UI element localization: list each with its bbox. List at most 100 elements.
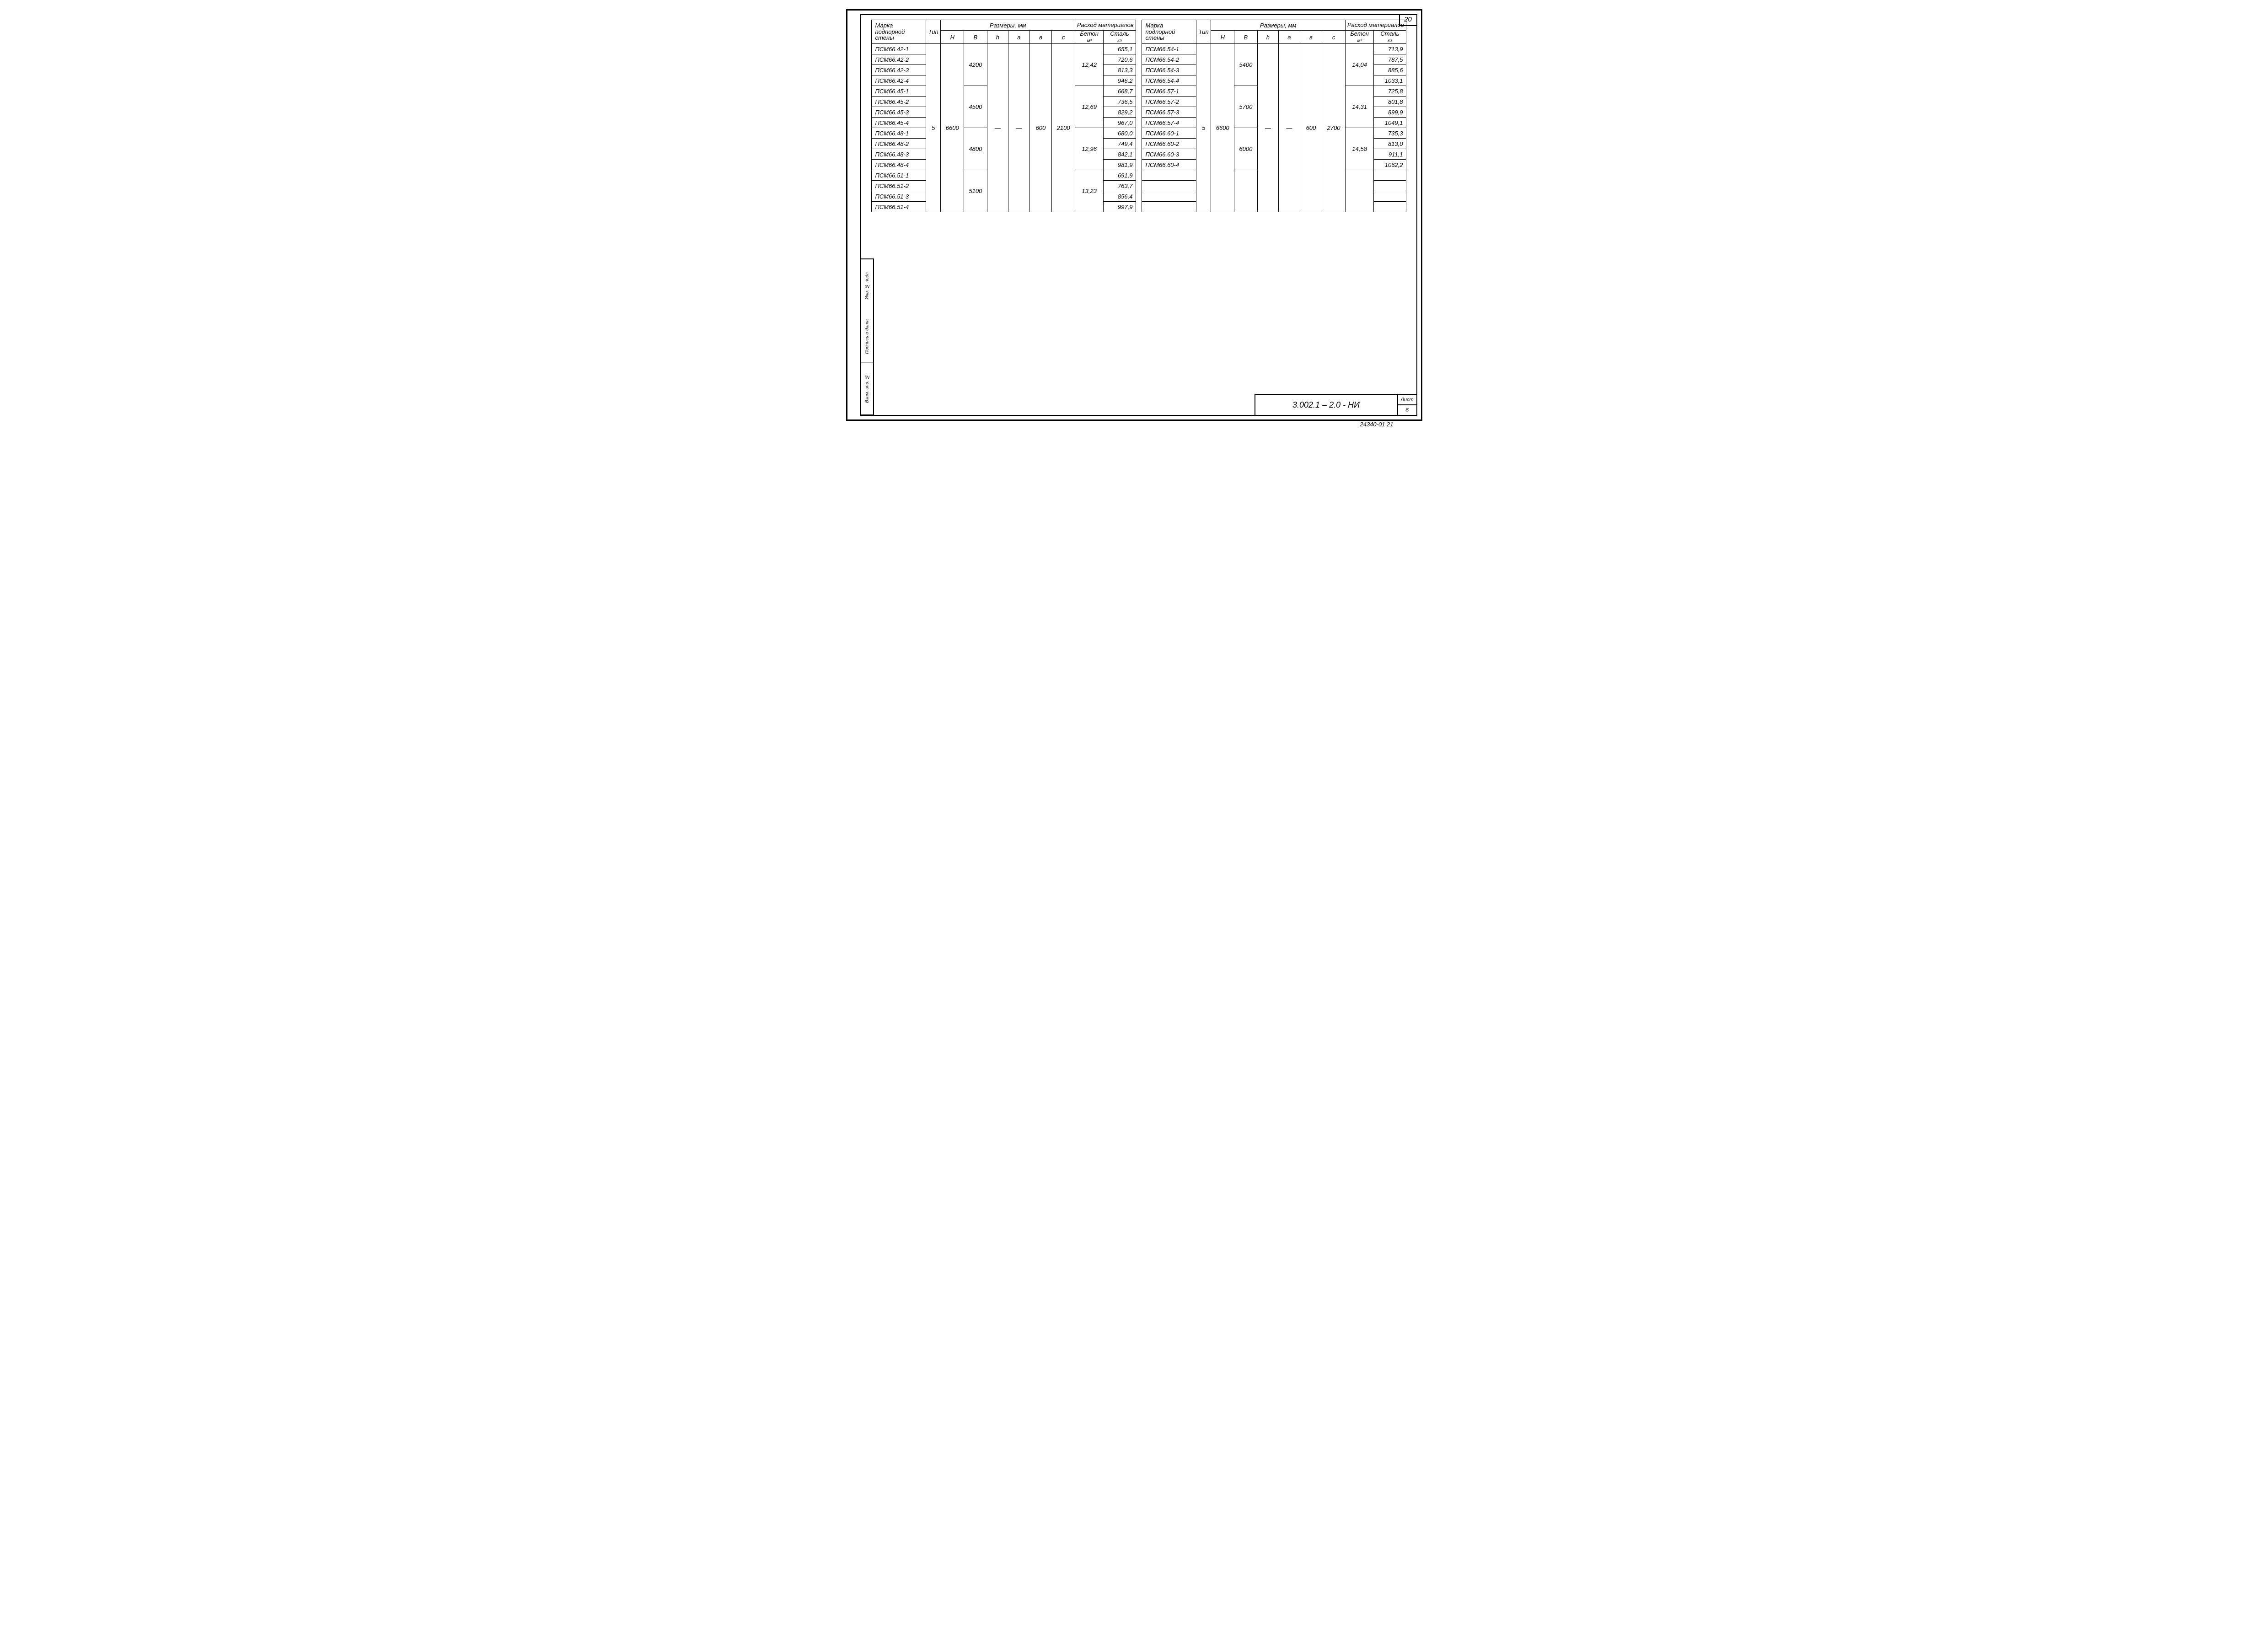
sheet-number: 6	[1398, 405, 1416, 415]
hdr-stal: Сталькг	[1104, 31, 1136, 44]
spec-table-left: МаркаподпорнойстеныТипРазмеры, ммРасход …	[871, 20, 1136, 212]
cell-stal: 885,6	[1374, 65, 1406, 75]
cell-stal: 813,3	[1104, 65, 1136, 75]
hdr-B: B	[964, 31, 987, 44]
cell-marka	[1142, 170, 1196, 181]
cell-beton: 12,69	[1075, 86, 1104, 128]
hdr-marka: Маркаподпорнойстены	[1142, 20, 1196, 44]
cell-B: 4800	[964, 128, 987, 170]
spec-table-right: МаркаподпорнойстеныТипРазмеры, ммРасход …	[1142, 20, 1406, 212]
hdr-c: c	[1052, 31, 1075, 44]
cell-beton: 14,58	[1345, 128, 1374, 170]
cell-tip: 5	[1196, 44, 1211, 212]
cell-stal: 655,1	[1104, 44, 1136, 54]
cell-marka	[1142, 191, 1196, 202]
cell-marka: ПСМ66.51-2	[871, 181, 926, 191]
cell-marka: ПСМ66.48-2	[871, 139, 926, 149]
cell-marka: ПСМ66.57-1	[1142, 86, 1196, 97]
cell-stal: 813,0	[1374, 139, 1406, 149]
cell-stal: 967,0	[1104, 118, 1136, 128]
cell-marka: ПСМ66.42-1	[871, 44, 926, 54]
cell-marka: ПСМ66.48-4	[871, 160, 926, 170]
cell-stal: 1062,2	[1374, 160, 1406, 170]
hdr-h: h	[1257, 31, 1278, 44]
cell-H: 6600	[941, 44, 964, 212]
cell-stal: 691,9	[1104, 170, 1136, 181]
hdr-marka: Маркаподпорнойстены	[871, 20, 926, 44]
tables-container: МаркаподпорнойстеныТипРазмеры, ммРасход …	[871, 20, 1406, 212]
table-row: ПСМ66.42-1566004200——600210012,42655,1	[871, 44, 1136, 54]
cell-stal: 856,4	[1104, 191, 1136, 202]
document-number: 3.002.1 – 2.0 - НИ	[1255, 395, 1398, 415]
cell-marka: ПСМ66.45-1	[871, 86, 926, 97]
cell-H: 6600	[1211, 44, 1234, 212]
cell-b: 600	[1029, 44, 1052, 212]
cell-stal: 829,2	[1104, 107, 1136, 118]
cell-B: 4200	[964, 44, 987, 86]
cell-marka: ПСМ66.45-2	[871, 97, 926, 107]
cell-marka: ПСМ66.51-4	[871, 202, 926, 212]
hdr-a: a	[1008, 31, 1029, 44]
hdr-tip: Тип	[1196, 20, 1211, 44]
cell-marka: ПСМ66.42-2	[871, 54, 926, 65]
cell-B: 5100	[964, 170, 987, 212]
cell-marka: ПСМ66.60-1	[1142, 128, 1196, 139]
cell-marka: ПСМ66.48-1	[871, 128, 926, 139]
archive-id: 24340-01 21	[1360, 421, 1393, 428]
stamp-cell: Взам. инв. №	[861, 363, 873, 415]
cell-beton: 13,23	[1075, 170, 1104, 212]
hdr-b: в	[1300, 31, 1322, 44]
cell-stal: 763,7	[1104, 181, 1136, 191]
cell-stal: 981,9	[1104, 160, 1136, 170]
cell-stal: 668,7	[1104, 86, 1136, 97]
cell-beton: 12,96	[1075, 128, 1104, 170]
cell-marka: ПСМ66.54-3	[1142, 65, 1196, 75]
cell-beton: 12,42	[1075, 44, 1104, 86]
hdr-razmery: Размеры, мм	[1211, 20, 1345, 31]
hdr-b: в	[1029, 31, 1052, 44]
inner-frame: 20 МаркаподпорнойстеныТипРазмеры, ммРасх…	[860, 14, 1417, 416]
cell-a: —	[1008, 44, 1029, 212]
cell-B: 5400	[1234, 44, 1258, 86]
cell-stal: 735,3	[1374, 128, 1406, 139]
cell-stal: 1049,1	[1374, 118, 1406, 128]
cell-marka: ПСМ66.45-4	[871, 118, 926, 128]
hdr-stal: Сталькг	[1374, 31, 1406, 44]
cell-stal: 725,8	[1374, 86, 1406, 97]
cell-marka	[1142, 202, 1196, 212]
cell-marka: ПСМ66.51-1	[871, 170, 926, 181]
cell-c: 2100	[1052, 44, 1075, 212]
cell-stal: 720,6	[1104, 54, 1136, 65]
hdr-h: h	[987, 31, 1008, 44]
cell-B	[1234, 170, 1258, 212]
cell-marka: ПСМ66.60-3	[1142, 149, 1196, 160]
cell-marka: ПСМ66.60-2	[1142, 139, 1196, 149]
sheet-column: Лист 6	[1398, 395, 1416, 415]
hdr-beton: Бетонм³	[1075, 31, 1104, 44]
cell-beton: 14,31	[1345, 86, 1374, 128]
cell-stal	[1374, 202, 1406, 212]
cell-marka: ПСМ66.57-2	[1142, 97, 1196, 107]
cell-marka: ПСМ66.42-3	[871, 65, 926, 75]
drawing-sheet: 20 МаркаподпорнойстеныТипРазмеры, ммРасх…	[846, 9, 1422, 421]
cell-marka: ПСМ66.60-4	[1142, 160, 1196, 170]
cell-stal: 736,5	[1104, 97, 1136, 107]
cell-stal: 899,9	[1374, 107, 1406, 118]
cell-stal: 946,2	[1104, 75, 1136, 86]
cell-stal: 680,0	[1104, 128, 1136, 139]
hdr-H: H	[1211, 31, 1234, 44]
stamp-cell: Инв. № подл.	[861, 259, 873, 311]
table-row: ПСМ66.54-1566005400——600270014,04713,9	[1142, 44, 1406, 54]
cell-h: —	[1257, 44, 1278, 212]
cell-marka: ПСМ66.57-3	[1142, 107, 1196, 118]
cell-stal: 842,1	[1104, 149, 1136, 160]
cell-stal: 1033,1	[1374, 75, 1406, 86]
cell-marka: ПСМ66.57-4	[1142, 118, 1196, 128]
cell-stal: 749,4	[1104, 139, 1136, 149]
cell-c: 2700	[1322, 44, 1346, 212]
cell-marka	[1142, 181, 1196, 191]
cell-marka: ПСМ66.54-2	[1142, 54, 1196, 65]
cell-stal: 911,1	[1374, 149, 1406, 160]
sheet-label: Лист	[1398, 395, 1416, 405]
cell-stal: 713,9	[1374, 44, 1406, 54]
